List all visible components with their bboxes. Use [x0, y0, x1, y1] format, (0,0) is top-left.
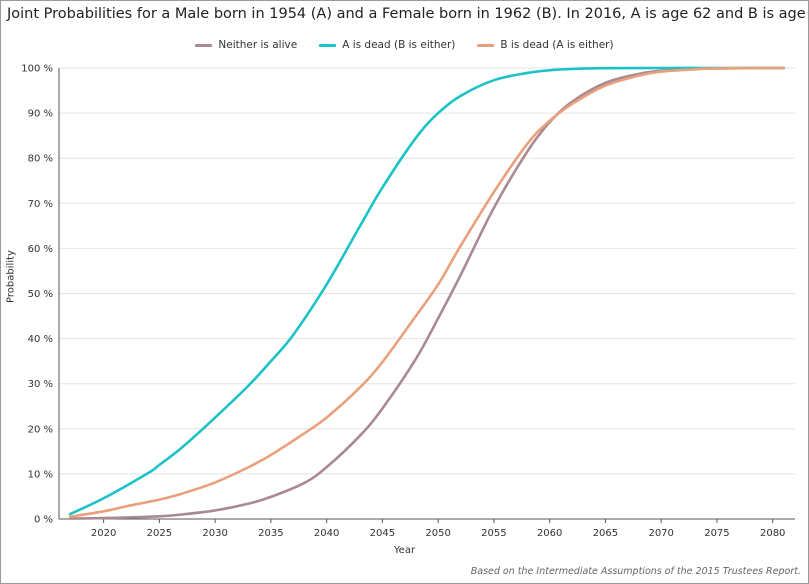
legend: Neither is alive A is dead (B is either)…	[0, 37, 809, 53]
x-tick-label: 2035	[258, 528, 283, 539]
x-tick-label: 2070	[648, 528, 673, 539]
x-tick-label: 2055	[481, 528, 506, 539]
legend-swatch-a-dead	[319, 43, 337, 47]
footer-note: Based on the Intermediate Assumptions of…	[470, 566, 801, 577]
x-tick-label: 2025	[147, 528, 172, 539]
legend-item-b-dead[interactable]: B is dead (A is either)	[477, 37, 614, 53]
series-line-b-dead[interactable]	[68, 66, 786, 519]
y-axis-label: Probability	[6, 250, 17, 303]
y-tick-label: 100 %	[21, 64, 53, 75]
x-tick-label: 2060	[537, 528, 562, 539]
y-tick-label: 0 %	[34, 515, 53, 526]
x-tick-label: 2040	[314, 528, 339, 539]
x-tick-label: 2030	[202, 528, 227, 539]
legend-item-neither-alive[interactable]: Neither is alive	[195, 37, 297, 53]
y-tick-label: 80 %	[28, 154, 53, 165]
chart-title: Joint Probabilities for a Male born in 1…	[7, 6, 809, 22]
legend-swatch-neither-alive	[195, 43, 213, 47]
x-tick-label: 2020	[91, 528, 116, 539]
x-tick-label: 2065	[593, 528, 618, 539]
x-tick-label: 2050	[425, 528, 450, 539]
x-tick-label: 2045	[370, 528, 395, 539]
y-tick-label: 60 %	[28, 244, 53, 255]
y-tick-label: 30 %	[28, 379, 53, 390]
legend-swatch-b-dead	[477, 43, 495, 47]
legend-label-b-dead: B is dead (A is either)	[500, 39, 614, 51]
legend-label-a-dead: A is dead (B is either)	[342, 39, 456, 51]
legend-item-a-dead[interactable]: A is dead (B is either)	[319, 37, 455, 53]
x-tick-label: 2075	[704, 528, 729, 539]
y-tick-label: 70 %	[28, 199, 53, 210]
legend-label-neither-alive: Neither is alive	[218, 39, 298, 51]
y-tick-label: 90 %	[28, 109, 53, 120]
x-axis-label: Year	[393, 545, 416, 556]
x-tick-label: 2080	[760, 528, 785, 539]
y-tick-label: 10 %	[28, 469, 53, 480]
y-tick-label: 20 %	[28, 424, 53, 435]
y-tick-label: 40 %	[28, 334, 53, 345]
y-tick-label: 50 %	[28, 289, 53, 300]
series-line-a-dead[interactable]	[68, 66, 786, 516]
